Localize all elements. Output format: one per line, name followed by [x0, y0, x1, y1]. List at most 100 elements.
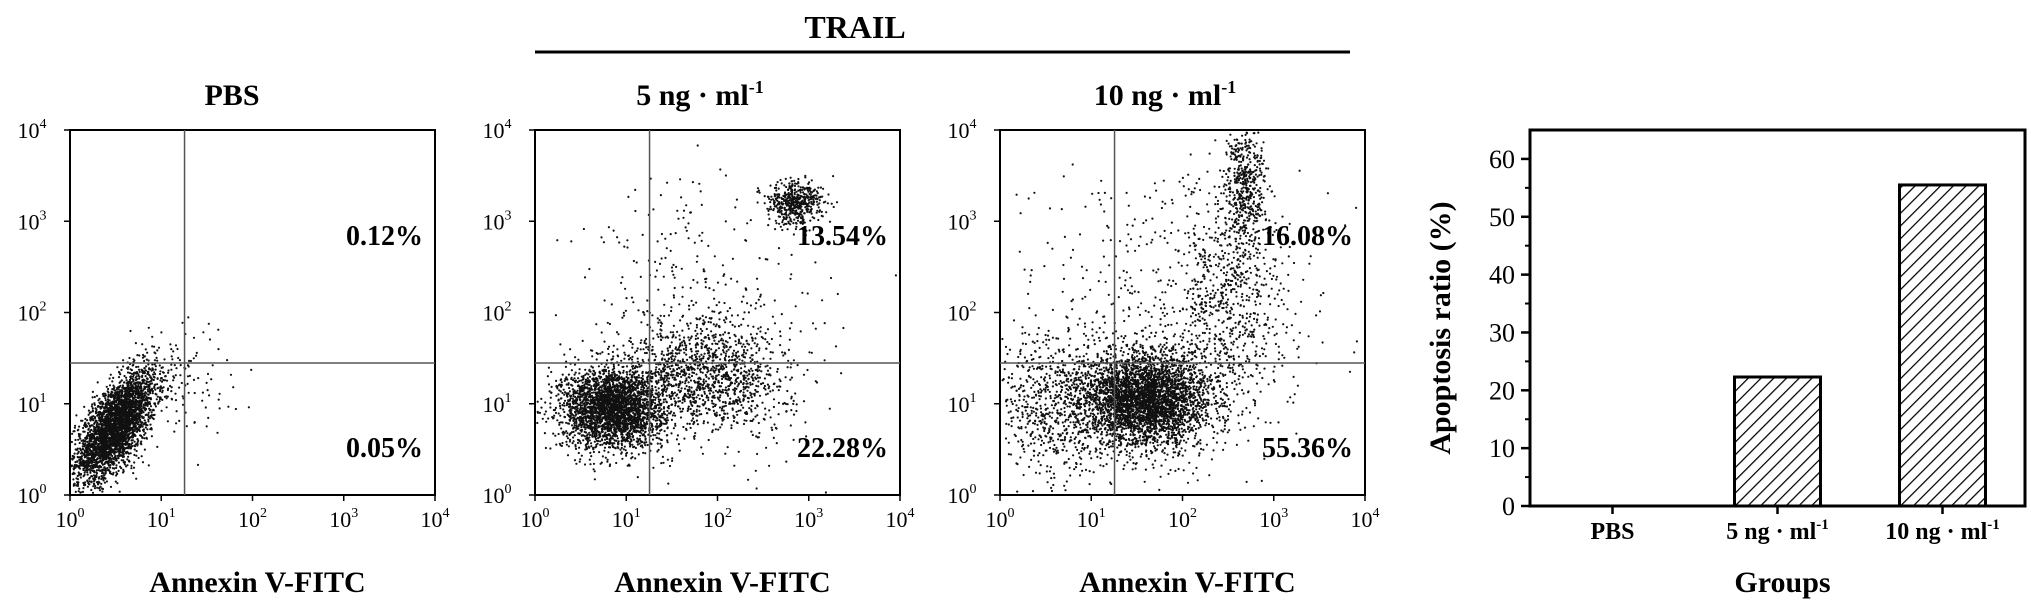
- event-dot: [148, 383, 151, 386]
- event-dot: [84, 440, 87, 443]
- event-dot: [210, 378, 213, 381]
- event-dot: [119, 399, 122, 402]
- event-dot: [547, 366, 551, 369]
- event-dot: [90, 428, 93, 431]
- event-dot: [93, 422, 96, 425]
- event-dot: [113, 392, 116, 395]
- event-dot: [640, 395, 643, 398]
- event-dot: [657, 387, 660, 390]
- event-dot: [85, 435, 88, 438]
- event-dot: [631, 367, 635, 370]
- event-dot: [590, 455, 593, 458]
- event-dot: [160, 377, 163, 380]
- event-dot: [133, 461, 136, 464]
- event-dot: [138, 402, 141, 405]
- y-tick-label: 103: [18, 208, 47, 234]
- event-dot: [123, 410, 126, 413]
- event-dot: [135, 375, 138, 378]
- event-dot: [125, 443, 128, 446]
- event-dot: [144, 407, 148, 411]
- event-dot: [180, 381, 183, 385]
- event-dot: [87, 451, 90, 454]
- event-dot: [646, 400, 650, 404]
- upper-right-percentage: 0.12%: [346, 221, 423, 252]
- event-dot: [554, 434, 557, 437]
- event-dot: [121, 384, 124, 387]
- event-dot: [140, 392, 143, 395]
- event-dot: [95, 475, 98, 478]
- event-dot: [543, 413, 546, 416]
- event-dot: [171, 358, 174, 361]
- event-dot: [165, 397, 168, 400]
- event-dot: [93, 417, 97, 420]
- event-dot: [158, 400, 161, 403]
- event-dot: [86, 471, 89, 474]
- event-dot: [145, 358, 148, 361]
- event-dot: [86, 431, 90, 434]
- event-dot: [170, 386, 173, 389]
- event-dot: [170, 363, 173, 366]
- event-dot: [154, 405, 157, 408]
- event-dot: [568, 409, 571, 412]
- event-dot: [549, 447, 552, 450]
- event-dot: [108, 377, 111, 380]
- event-dot: [545, 420, 548, 423]
- event-dot: [80, 419, 83, 422]
- event-dot: [98, 410, 102, 413]
- event-dot: [196, 463, 200, 466]
- event-dot: [571, 442, 574, 445]
- event-dot: [131, 408, 134, 411]
- event-dot: [129, 383, 133, 386]
- event-dot: [595, 427, 598, 430]
- event-dot: [207, 416, 210, 419]
- event-dot: [134, 407, 137, 410]
- event-dot: [97, 411, 100, 414]
- event-dot: [160, 409, 163, 412]
- event-dot: [153, 345, 156, 348]
- event-dot: [136, 430, 139, 433]
- event-dot: [149, 397, 152, 400]
- event-dot: [132, 380, 135, 383]
- event-dot: [104, 403, 107, 406]
- event-dot: [161, 380, 164, 383]
- event-dot: [87, 413, 90, 416]
- event-dot: [123, 413, 127, 416]
- event-dot: [192, 336, 196, 339]
- event-dot: [86, 454, 89, 457]
- event-dot: [104, 454, 107, 457]
- event-dot: [98, 452, 101, 455]
- event-dot: [162, 378, 165, 382]
- event-dot: [97, 399, 100, 402]
- event-dot: [98, 426, 101, 429]
- event-dot: [94, 426, 97, 429]
- event-dot: [89, 471, 92, 474]
- event-dot: [631, 365, 634, 368]
- event-dot: [205, 381, 208, 384]
- event-dot: [83, 473, 86, 476]
- event-dot: [607, 451, 610, 454]
- event-dot: [153, 385, 156, 388]
- event-dot: [135, 454, 138, 457]
- event-dot: [558, 442, 562, 445]
- event-dot: [250, 368, 253, 371]
- event-dot: [93, 429, 96, 432]
- event-dot: [619, 448, 622, 451]
- event-dot: [138, 377, 141, 380]
- event-dot: [86, 459, 89, 462]
- event-dot: [208, 394, 211, 397]
- event-dot: [654, 398, 657, 401]
- event-dot: [576, 441, 580, 444]
- event-dot: [628, 373, 632, 376]
- event-dot: [159, 390, 162, 393]
- event-dot: [145, 365, 148, 368]
- event-dot: [96, 381, 99, 384]
- event-dot: [117, 423, 120, 426]
- event-dot: [121, 455, 124, 458]
- event-dot: [634, 446, 638, 450]
- event-dot: [89, 466, 92, 470]
- event-dots: [70, 316, 253, 494]
- event-dot: [584, 368, 587, 371]
- event-dot: [92, 453, 95, 456]
- event-dot: [124, 423, 127, 426]
- event-dot: [133, 444, 136, 447]
